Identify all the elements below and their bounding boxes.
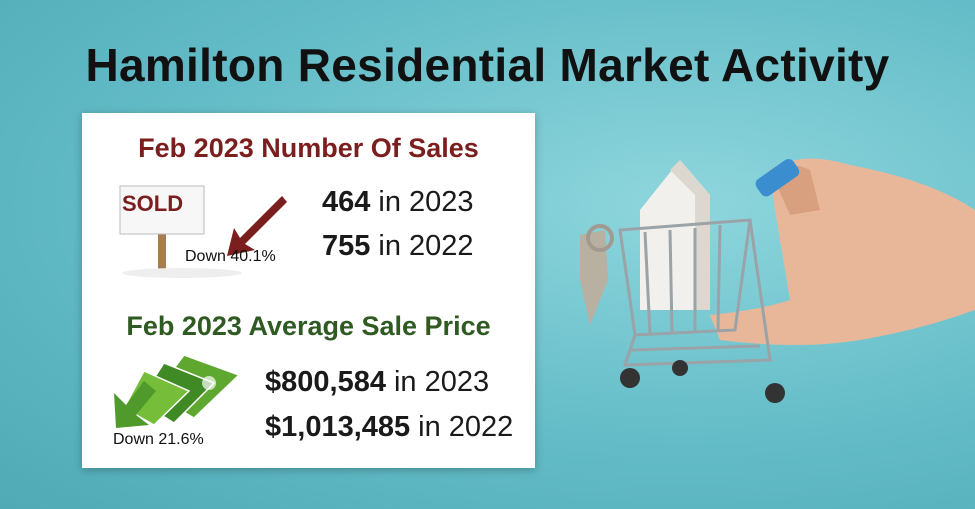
money-arrow-icon — [114, 354, 241, 428]
price-year: in 2023 — [393, 366, 490, 398]
price-year: in 2022 — [418, 411, 514, 443]
sales-year: in 2023 — [378, 186, 474, 218]
sold-sign-icon — [119, 185, 287, 278]
sales-year: in 2022 — [378, 230, 474, 262]
price-line: $800,584 in 2023 — [265, 366, 489, 399]
price-heading: Feb 2023 Average Sale Price — [126, 311, 491, 341]
price-change: Down 21.6% — [113, 431, 204, 448]
cart-illustration — [580, 158, 975, 403]
sales-value: 464 — [322, 186, 371, 218]
sales-value: 755 — [322, 230, 371, 262]
sales-line: 755 in 2022 — [322, 230, 474, 263]
price-value: $1,013,485 — [265, 411, 411, 443]
price-value: $800,584 — [265, 366, 386, 398]
sign-label: SOLD — [122, 191, 184, 216]
sales-heading: Feb 2023 Number Of Sales — [138, 133, 479, 163]
title: Hamilton Residential Market Activity — [85, 39, 890, 91]
sales-line: 464 in 2023 — [322, 186, 474, 219]
summary-card: Feb 2023 Number Of Sales SOLD Down 40.1%… — [82, 113, 535, 468]
price-line: $1,013,485 in 2022 — [265, 411, 513, 444]
sales-change: Down 40.1% — [185, 248, 276, 265]
